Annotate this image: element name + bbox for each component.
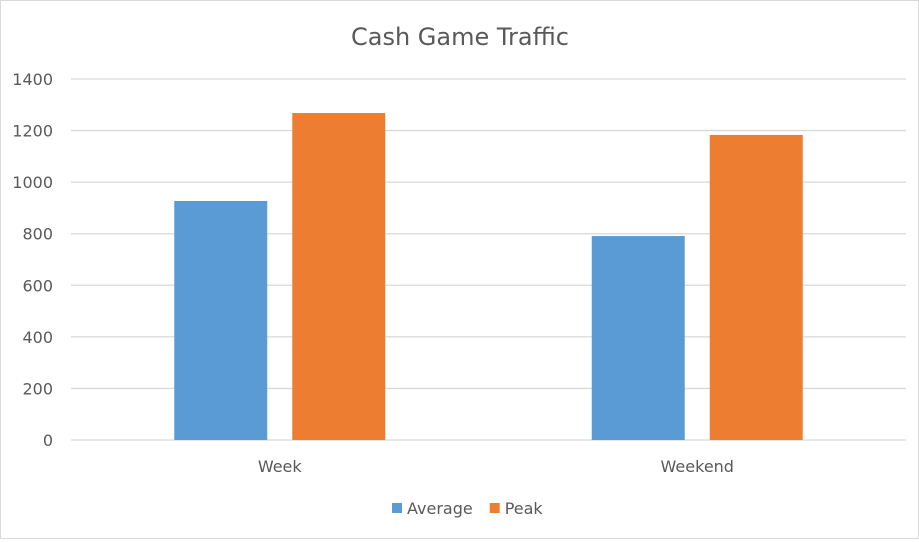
legend-swatch-average [392, 503, 402, 513]
bar-peak-weekend [709, 134, 803, 440]
x-tick-label: Week [258, 457, 303, 476]
y-tick-label: 200 [22, 379, 53, 398]
bar-peak-week [292, 113, 386, 440]
legend-label-average: Average [407, 499, 473, 518]
bar-average-week [174, 200, 268, 440]
x-tick-label: Weekend [661, 457, 734, 476]
legend-swatch-peak [489, 503, 500, 513]
y-tick-label: 400 [22, 328, 53, 347]
y-tick-label: 0 [43, 431, 53, 450]
chart-title: Cash Game Traffic [351, 23, 569, 51]
legend-label-peak: Peak [505, 499, 544, 518]
y-tick-label: 800 [22, 225, 53, 244]
y-tick-label: 600 [22, 276, 53, 295]
y-tick-label: 1200 [12, 122, 53, 141]
bar-average-weekend [591, 236, 685, 440]
y-tick-label: 1400 [12, 70, 53, 89]
y-tick-label: 1000 [12, 173, 53, 192]
